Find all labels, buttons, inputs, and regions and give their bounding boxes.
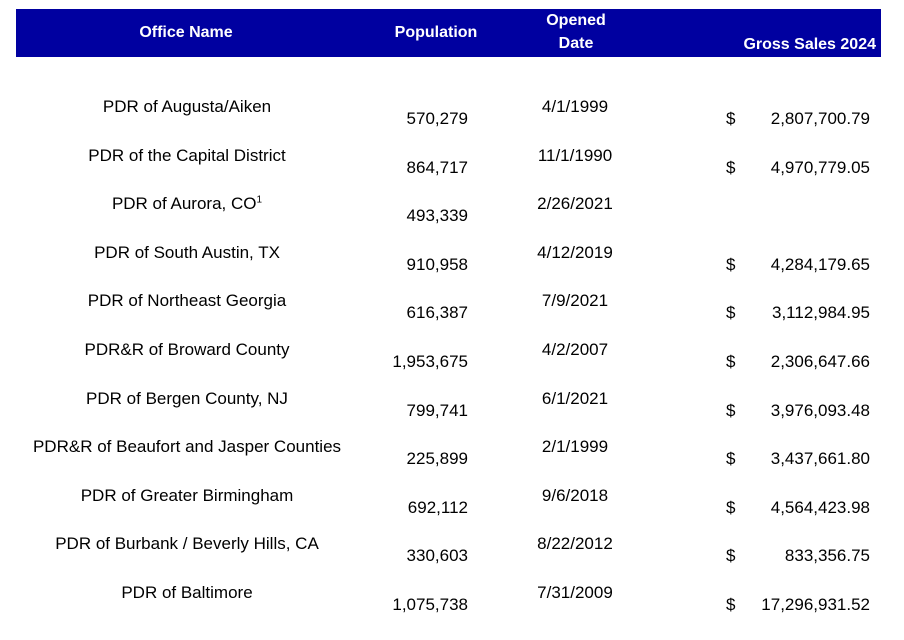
opened-date-cell: 7/9/2021 [541, 291, 609, 310]
table-row: PDR of Augusta/Aiken 570,279 4/1/1999 $2,80… [0, 97, 904, 146]
table-row: PDR&R of Beaufort and Jasper Counties 225… [0, 437, 904, 486]
currency-symbol: $ [726, 303, 736, 322]
opened-date-cell: 4/2/2007 [541, 340, 609, 359]
office-name-text: PDR&R of Beaufort and Jasper Counties [32, 437, 342, 456]
office-name-cell: PDR of Burbank / Beverly Hills, CA [16, 534, 358, 554]
table-row: PDR of South Austin, TX 910,958 4/12/2019 $… [0, 243, 904, 292]
office-name-cell: PDR of Bergen County, NJ [16, 389, 358, 409]
population-cell: 1,953,675 [392, 352, 468, 371]
currency-symbol: $ [726, 449, 736, 468]
population-cell: 1,075,738 [392, 595, 468, 614]
opened-date-cell: 2/1/1999 [541, 437, 609, 456]
table-row: PDR of Aurora, CO1 493,339 2/26/2021 [0, 194, 904, 243]
header-gross-sales: Gross Sales 2024 [743, 36, 876, 53]
office-name-text: PDR of the Capital District [88, 146, 286, 165]
header-opened-line1: Opened [546, 12, 606, 29]
office-name-cell: PDR&R of Broward County [16, 340, 358, 360]
office-name-cell: PDR of the Capital District [16, 146, 358, 166]
table-row: PDR of Burbank / Beverly Hills, CA 330,60… [0, 534, 904, 583]
currency-symbol: $ [726, 498, 736, 517]
office-name-cell: PDR of Aurora, CO1 [16, 194, 358, 214]
currency-symbol: $ [726, 158, 736, 177]
table-header: Office Name Population Opened Date Gross… [16, 9, 881, 57]
population-cell: 910,958 [406, 255, 468, 274]
opened-date-cell: 2/26/2021 [537, 194, 613, 213]
office-name-text: PDR of Northeast Georgia [87, 291, 287, 310]
opened-date-cell: 7/31/2009 [537, 583, 613, 602]
currency-symbol: $ [726, 255, 736, 274]
population-cell: 616,387 [406, 303, 468, 322]
gross-sales-cell: 2,807,700.79 [770, 109, 870, 128]
currency-symbol: $ [726, 109, 736, 128]
population-cell: 570,279 [406, 109, 468, 128]
office-name-text: PDR of South Austin, TX [94, 243, 280, 262]
office-name-text: PDR of Bergen County, NJ [86, 389, 288, 408]
office-name-cell: PDR of Baltimore [16, 583, 358, 603]
population-cell: 799,741 [406, 401, 468, 420]
population-cell: 225,899 [406, 449, 468, 468]
header-office-name: Office Name [139, 24, 233, 41]
opened-date-cell: 9/6/2018 [541, 486, 609, 505]
footnote-marker: 1 [256, 194, 263, 206]
table-row: PDR&R of Broward County 1,953,675 4/2/2007… [0, 340, 904, 389]
table-row: PDR of the Capital District 864,717 11/1/1… [0, 146, 904, 195]
currency-symbol: $ [726, 546, 736, 565]
gross-sales-cell: 833,356.75 [784, 546, 870, 565]
office-name-text: PDR of Aurora, CO [111, 194, 257, 213]
office-name-cell: PDR&R of Beaufort and Jasper Counties [16, 437, 358, 457]
gross-sales-cell: 17,296,931.52 [761, 595, 870, 614]
opened-date-cell: 11/1/1990 [537, 146, 613, 165]
currency-symbol: $ [726, 352, 736, 371]
table-row: PDR of Baltimore 1,075,738 7/31/2009 $17,29… [0, 583, 904, 632]
office-name-text: PDR of Augusta/Aiken [102, 97, 272, 116]
header-population: Population [394, 24, 478, 41]
gross-sales-cell: 4,564,423.98 [770, 498, 870, 517]
gross-sales-cell: 3,437,661.80 [770, 449, 870, 468]
currency-symbol: $ [726, 401, 736, 420]
office-name-text: PDR of Baltimore [121, 583, 253, 602]
opened-date-cell: 8/22/2012 [537, 534, 613, 553]
opened-date-cell: 4/12/2019 [537, 243, 613, 262]
header-opened-line2: Date [558, 35, 594, 52]
opened-date-cell: 4/1/1999 [541, 97, 609, 116]
office-name-text: PDR of Greater Birmingham [80, 486, 294, 505]
office-name-cell: PDR of Augusta/Aiken [16, 97, 358, 117]
table-row: PDR of Northeast Georgia 616,387 7/9/2021 $… [0, 291, 904, 340]
office-name-cell: PDR of Greater Birmingham [16, 486, 358, 506]
office-name-text: PDR&R of Broward County [84, 340, 290, 359]
office-name-cell: PDR of Northeast Georgia [16, 291, 358, 311]
population-cell: 864,717 [406, 158, 468, 177]
gross-sales-cell: 3,112,984.95 [772, 303, 870, 322]
gross-sales-cell: 3,976,093.48 [770, 401, 870, 420]
table-row: PDR of Bergen County, NJ 799,741 6/1/2021 $… [0, 389, 904, 438]
office-name-text: PDR of Burbank / Beverly Hills, CA [55, 534, 319, 553]
population-cell: 330,603 [406, 546, 468, 565]
currency-symbol: $ [726, 595, 736, 614]
gross-sales-cell: 4,970,779.05 [770, 158, 870, 177]
header-opened-date: Opened Date [516, 9, 636, 55]
population-cell: 692,112 [407, 498, 468, 517]
opened-date-cell: 6/1/2021 [541, 389, 609, 408]
gross-sales-cell: 2,306,647.66 [770, 352, 870, 371]
gross-sales-cell: 4,284,179.65 [770, 255, 870, 274]
table-row: PDR of Greater Birmingham 692,112 9/6/2018… [0, 486, 904, 535]
office-name-cell: PDR of South Austin, TX [16, 243, 358, 263]
population-cell: 493,339 [406, 206, 468, 225]
